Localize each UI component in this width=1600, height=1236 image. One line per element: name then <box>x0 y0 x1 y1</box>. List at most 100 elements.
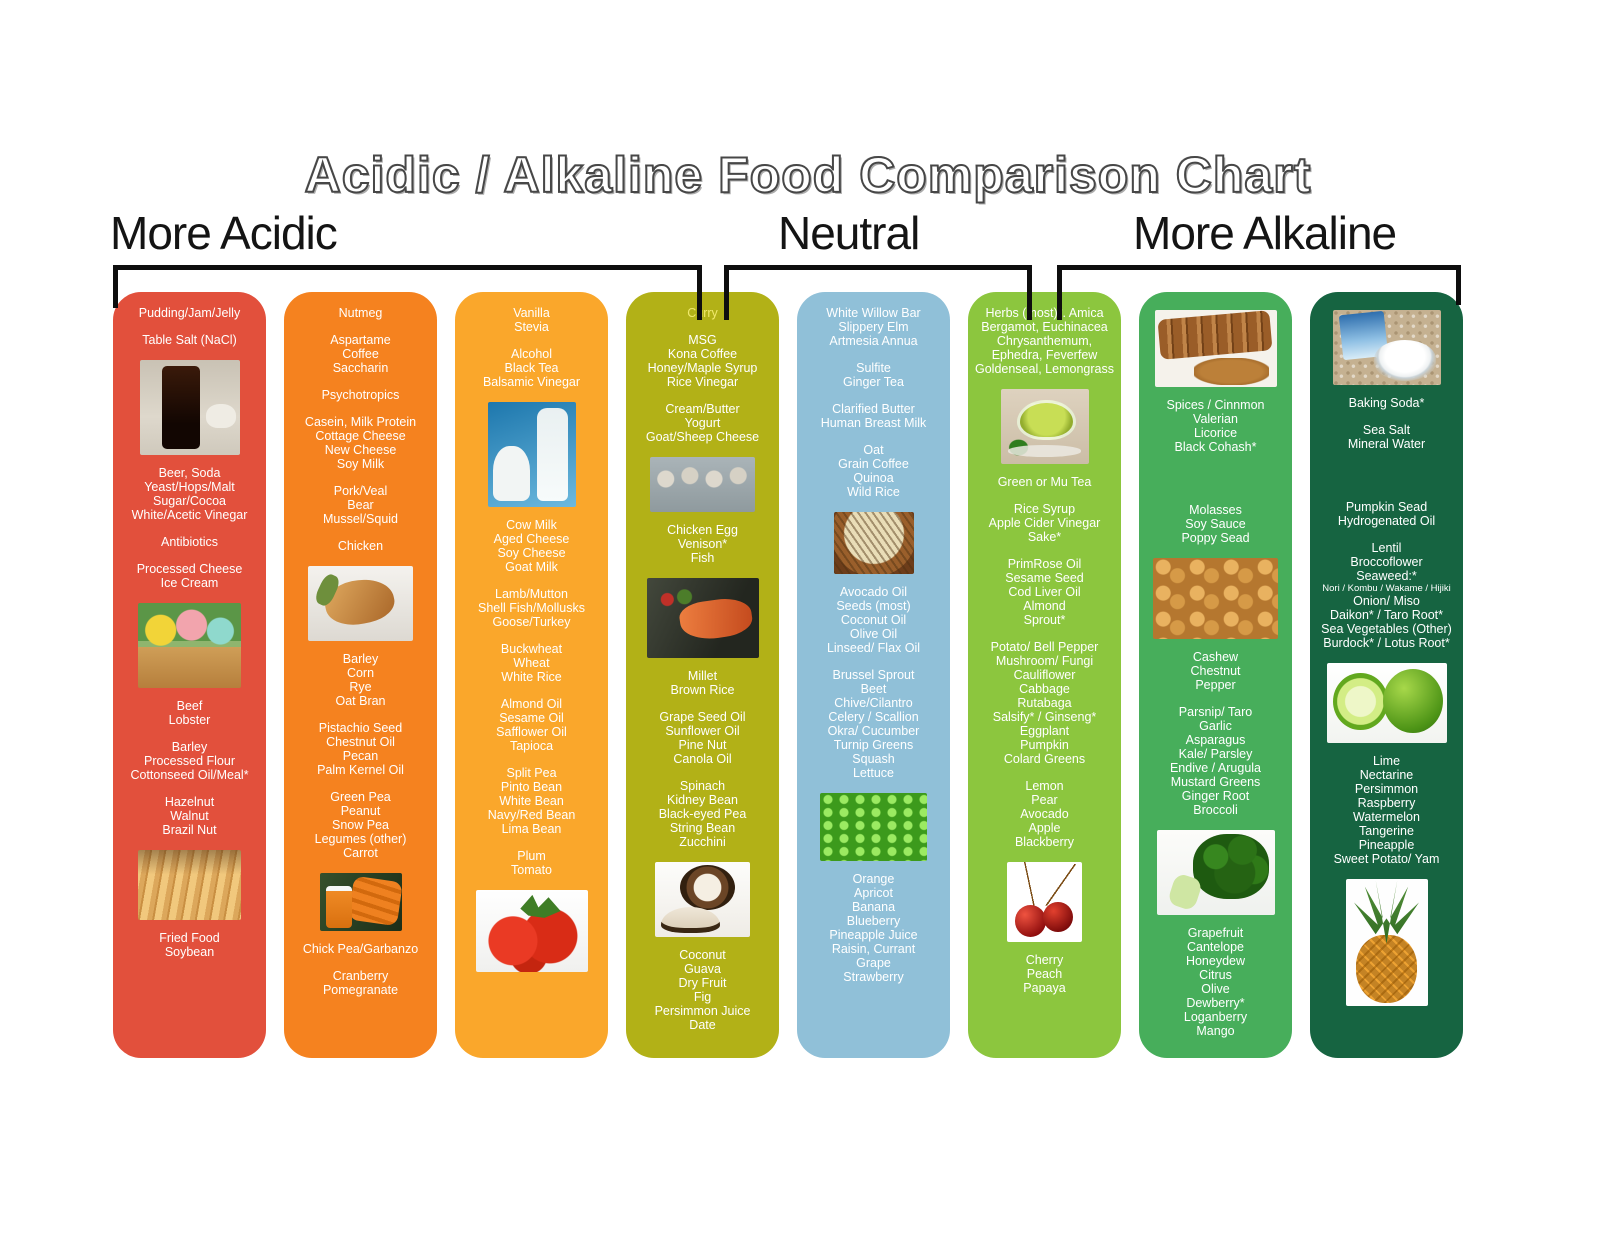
food-item: Rutabaga <box>1017 696 1072 710</box>
food-group: Grapefruit Cantelope Honeydew Citrus Olive De… <box>1145 926 1286 1038</box>
food-group: Clarified Butter Human Breast Milk <box>803 402 944 430</box>
food-item: Goose/Turkey <box>492 615 571 629</box>
column-3-mildly-acidic: Vanilla Stevia Alcohol Black Tea Balsamic Vi… <box>455 292 608 1058</box>
food-item: Garlic <box>1199 719 1232 733</box>
food-group: Spices / Cinnmon Valerian Licorice Black Co… <box>1145 398 1286 454</box>
food-item: Eggplant <box>1019 724 1070 738</box>
food-item: Lima Bean <box>501 822 562 836</box>
food-item: Celery / Scallion <box>828 710 919 724</box>
food-item: Honey/Maple Syrup <box>647 361 758 375</box>
column-2-acidic: Nutmeg Aspartame Coffee Saccharin Psychotrop… <box>284 292 437 1058</box>
food-item: Coconut <box>679 948 726 962</box>
food-item: Brown Rice <box>670 683 735 697</box>
food-item: Barley <box>342 652 379 666</box>
food-group: Pistachio Seed Chestnut Oil Pecan Palm Kern… <box>290 721 431 777</box>
food-item: Grape Seed Oil <box>659 710 746 724</box>
food-item: Pineapple Juice <box>829 928 918 942</box>
food-item: Hydrogenated Oil <box>1337 514 1436 528</box>
pineapple-photo <box>1345 879 1428 1006</box>
food-group: Pumpkin Sead Hydrogenated Oil <box>1316 500 1457 528</box>
food-item: Pork/Veal <box>333 484 388 498</box>
food-item: Raisin, Currant <box>831 942 916 956</box>
food-item: Lobster <box>168 713 211 727</box>
food-group: Green Pea Peanut Snow Pea Legumes (other) Ca… <box>290 790 431 860</box>
food-item: Canola Oil <box>673 752 732 766</box>
food-item: Spices / Cinnmon <box>1166 398 1265 412</box>
food-item: Mango <box>1196 1024 1235 1038</box>
column-6-slightly-alkaline: Herbs (most)*. Amica Bergamot, Euchinacea… <box>968 292 1121 1058</box>
food-item: Peach <box>1026 967 1063 981</box>
section-label-more-acidic: More Acidic <box>110 207 338 259</box>
food-item: Cream/Butter <box>665 402 740 416</box>
food-item: Chrysanthemum, <box>996 334 1093 348</box>
food-item: Olive <box>1201 982 1230 996</box>
food-item: Black Cohash* <box>1174 440 1257 454</box>
food-group: Hazelnut Walnut Brazil Nut <box>119 795 260 837</box>
green-tea-cup-photo <box>1000 389 1089 464</box>
food-item: Guava <box>684 962 721 976</box>
food-item: Pineapple <box>1358 838 1415 852</box>
food-group: Antibiotics <box>119 535 260 549</box>
food-item: Pecan <box>342 749 379 763</box>
food-item: Stevia <box>514 320 549 334</box>
neutral-bracket-left-tick <box>724 265 729 320</box>
food-group: Brussel Sprout Beet Chive/Cilantro Celery /… <box>803 668 944 780</box>
food-item: Lime <box>1372 754 1401 768</box>
food-item: Balsamic Vinegar <box>482 375 581 389</box>
food-item: Mussel/Squid <box>322 512 399 526</box>
food-item: Coffee <box>342 347 379 361</box>
food-item: Pistachio Seed <box>318 721 403 735</box>
food-item: Split Pea <box>506 766 557 780</box>
food-item: Cow Milk <box>506 518 557 532</box>
french-fries-photo <box>138 850 241 920</box>
food-item: Venison* <box>677 537 728 551</box>
carrots-and-juice-photo <box>319 873 402 931</box>
food-group: Cream/Butter Yogurt Goat/Sheep Cheese <box>632 402 773 444</box>
food-group: Parsnip/ Taro Garlic Asparagus Kale/ Parsle… <box>1145 705 1286 817</box>
food-group: Lemon Pear Avocado Apple Blackberry <box>974 779 1115 849</box>
baking-soda-bowl-photo <box>1332 310 1441 385</box>
alkaline-bracket-left-tick <box>1057 265 1062 320</box>
food-item: Almond <box>1023 599 1066 613</box>
food-item: Burdock* / Lotus Root* <box>1323 636 1450 650</box>
food-item: Tapioca <box>509 739 554 753</box>
food-group: Sea Salt Mineral Water <box>1316 423 1457 451</box>
food-item: Antibiotics <box>161 535 218 549</box>
food-item: Ice Cream <box>160 576 219 590</box>
food-item: Kidney Bean <box>667 793 738 807</box>
food-item: Squash <box>852 752 895 766</box>
food-item: Processed Flour <box>143 754 235 768</box>
food-item: Beer, Soda <box>158 466 221 480</box>
food-item: Soybean <box>164 945 215 959</box>
food-item: Rye <box>349 680 372 694</box>
food-item: Mushroom/ Fungi <box>995 654 1094 668</box>
food-item: Goat/Sheep Cheese <box>645 430 760 444</box>
food-group: Cherry Peach Papaya <box>974 953 1115 995</box>
food-item: Blackberry <box>1014 835 1075 849</box>
food-item: Apricot <box>854 886 893 900</box>
food-group: Sulfite Ginger Tea <box>803 361 944 389</box>
food-item: Molasses <box>1189 503 1242 517</box>
food-item: Apple Cider Vinegar <box>988 516 1101 530</box>
food-item: Pumpkin Sead <box>1345 500 1428 514</box>
food-item: Tomato <box>511 863 552 877</box>
food-item: Chestnut Oil <box>326 735 395 749</box>
food-group: Potato/ Bell Pepper Mushroom/ Fungi Caulif… <box>974 640 1115 766</box>
food-item: Herbs (most)*. Amica <box>985 306 1104 320</box>
food-item: Cod Liver Oil <box>1008 585 1081 599</box>
food-item: Broccoflower <box>1350 555 1423 569</box>
food-group: Lamb/Mutton Shell Fish/Mollusks Goose/Turk… <box>461 587 602 629</box>
food-item: Grain Coffee <box>838 457 909 471</box>
food-group: Casein, Milk Protein Cottage Cheese New Ch… <box>290 415 431 471</box>
food-item: Grape <box>856 956 891 970</box>
food-item: Cherry <box>1025 953 1064 967</box>
food-item: Cauliflower <box>1013 668 1076 682</box>
wild-rice-bowl-photo <box>833 512 914 574</box>
food-group: Cashew Chestnut Pepper <box>1145 650 1286 692</box>
food-item: Cantelope <box>1187 940 1244 954</box>
alkaline-bracket-right-tick <box>1456 265 1461 305</box>
alkaline-bracket-line <box>1057 265 1461 270</box>
food-group: MSG Kona Coffee Honey/Maple Syrup Rice Vine… <box>632 333 773 389</box>
food-item: Fish <box>690 551 715 565</box>
food-item: Asparagus <box>1185 733 1246 747</box>
